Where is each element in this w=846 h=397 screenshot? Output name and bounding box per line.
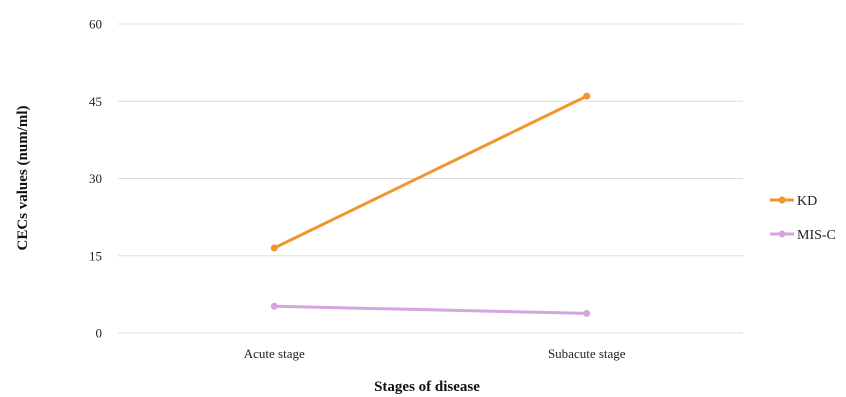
x-tick-label: Subacute stage <box>548 346 626 361</box>
legend-marker-mis-c <box>778 230 786 238</box>
data-point-mis-c <box>583 309 591 317</box>
y-tick-label: 30 <box>89 171 102 186</box>
gridlines <box>118 23 743 334</box>
y-tick-label: 15 <box>89 248 102 263</box>
x-axis-title: Stages of disease <box>374 379 480 395</box>
legend-label-mis-c: MIS-C <box>797 228 836 243</box>
series-line-mis-c <box>272 304 589 315</box>
y-tick-label: 0 <box>96 326 103 341</box>
x-tick-label: Acute stage <box>244 346 305 361</box>
legend-label-kd: KD <box>797 194 817 209</box>
legend: KD MIS-C <box>770 194 836 243</box>
series-line-kd <box>272 94 589 250</box>
y-axis-title: CECs values (num/ml) <box>15 105 31 250</box>
legend-marker-kd <box>778 196 786 204</box>
data-point-kd <box>583 92 591 100</box>
y-axis-ticks: 0 15 30 45 60 <box>89 17 102 341</box>
y-tick-label: 45 <box>89 94 102 109</box>
data-point-mis-c <box>270 302 278 310</box>
series <box>270 92 591 317</box>
data-point-kd <box>270 244 278 252</box>
y-tick-label: 60 <box>89 17 102 32</box>
x-axis-ticks: Acute stage Subacute stage <box>244 346 626 361</box>
